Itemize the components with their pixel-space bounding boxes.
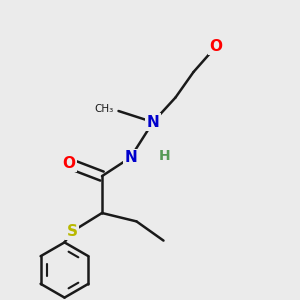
Text: N: N <box>124 150 137 165</box>
Text: O: O <box>209 39 223 54</box>
Text: O: O <box>62 156 76 171</box>
Text: CH₃: CH₃ <box>95 104 114 115</box>
Text: H: H <box>159 149 171 163</box>
Text: N: N <box>147 115 159 130</box>
Text: S: S <box>67 224 77 239</box>
